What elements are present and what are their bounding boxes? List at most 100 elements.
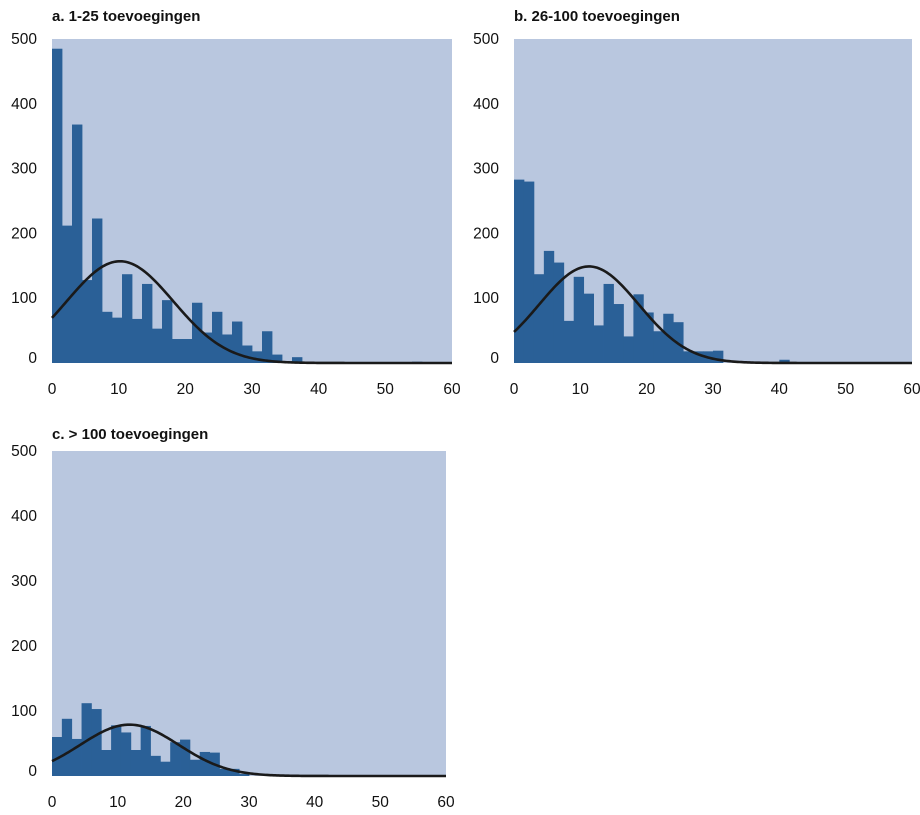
histogram-bar xyxy=(111,725,122,776)
y-tick-label: 0 xyxy=(28,350,37,367)
histogram-bar xyxy=(633,294,644,363)
histogram-bar xyxy=(252,351,263,363)
y-tick-label: 100 xyxy=(473,290,499,307)
x-tick-label: 30 xyxy=(240,794,258,811)
histogram-bar xyxy=(132,318,143,363)
y-tick-label: 500 xyxy=(11,443,37,460)
x-tick-label: 20 xyxy=(638,381,656,398)
histogram-bar xyxy=(180,739,191,776)
histogram-bar xyxy=(643,312,654,363)
x-tick-label: 0 xyxy=(510,381,519,398)
y-tick-label: 500 xyxy=(473,31,499,48)
y-tick-label: 0 xyxy=(28,763,37,780)
histogram-bar xyxy=(212,311,223,363)
histogram-bar xyxy=(162,300,173,363)
x-tick-label: 50 xyxy=(377,381,395,398)
histogram-bar xyxy=(61,718,73,776)
normal-curve-line xyxy=(513,265,912,365)
histogram-bar xyxy=(142,283,153,363)
chart-panel-b: b. 26-100 toevoegingen 0 100 200 300 400 500 0 1… xyxy=(473,8,920,398)
histogram-bar xyxy=(713,350,724,363)
x-tick-label: 40 xyxy=(771,381,789,398)
histogram-bar xyxy=(112,317,123,363)
histogram-bar xyxy=(160,761,171,776)
chart-panel-c: c. > 100 toevoegingen 0 100 200 300 400 500 0 10… xyxy=(11,426,455,811)
x-tick-label: 60 xyxy=(443,381,461,398)
histogram-bar xyxy=(543,250,555,363)
histogram-bar xyxy=(130,750,142,776)
y-tick-label: 200 xyxy=(473,225,499,242)
x-tick-label: 60 xyxy=(903,381,920,398)
x-tick-label: 50 xyxy=(372,794,390,811)
x-tick-label: 0 xyxy=(48,794,57,811)
x-tick-label: 60 xyxy=(437,794,455,811)
y-tick-label: 500 xyxy=(11,31,37,48)
plot-area xyxy=(52,451,446,776)
histogram-bar xyxy=(62,225,73,363)
x-tick-label: 10 xyxy=(110,381,128,398)
y-tick-label: 300 xyxy=(11,573,37,590)
histogram-bar xyxy=(91,709,102,776)
histogram-bar xyxy=(693,351,704,363)
y-tick-label: 200 xyxy=(11,225,37,242)
histogram-bar xyxy=(192,302,203,363)
x-tick-label: 40 xyxy=(306,794,324,811)
histogram-bar xyxy=(533,274,545,363)
y-tick-label: 0 xyxy=(490,350,499,367)
histogram-bar xyxy=(603,283,614,363)
histogram-bar xyxy=(229,768,240,776)
histogram-bar xyxy=(663,313,674,363)
histogram-bar xyxy=(272,354,283,363)
histogram-bar xyxy=(120,732,132,776)
plot-area xyxy=(52,39,452,363)
histogram-bar xyxy=(52,737,63,776)
histogram-bar xyxy=(553,262,565,363)
chart-title: c. > 100 toevoegingen xyxy=(52,426,208,443)
histogram-bar xyxy=(242,345,253,363)
histogram-bar xyxy=(182,339,193,363)
x-tick-label: 40 xyxy=(310,381,328,398)
histogram-bar xyxy=(72,124,83,363)
histogram-bar xyxy=(102,311,113,363)
histogram-bar xyxy=(779,359,790,363)
y-tick-label: 400 xyxy=(11,508,37,525)
y-tick-label: 300 xyxy=(11,161,37,178)
histogram-bar xyxy=(172,339,183,363)
histogram-bar xyxy=(683,351,694,363)
x-tick-label: 30 xyxy=(704,381,722,398)
x-tick-label: 0 xyxy=(48,381,57,398)
histogram-bar xyxy=(189,759,201,776)
x-tick-label: 50 xyxy=(837,381,855,398)
histogram-bar xyxy=(92,218,103,363)
histogram-bar xyxy=(202,332,213,363)
histogram-bar xyxy=(653,331,664,363)
histogram-bar xyxy=(573,276,585,363)
histogram-bar xyxy=(52,48,63,363)
y-tick-label: 400 xyxy=(11,96,37,113)
chart-title: b. 26-100 toevoegingen xyxy=(514,8,680,25)
histogram-bar xyxy=(623,336,634,363)
histogram-bar xyxy=(563,320,575,363)
histogram-bar xyxy=(199,751,210,776)
histogram-bar xyxy=(152,328,163,363)
histogram-bar xyxy=(71,738,82,776)
histogram-bar xyxy=(239,774,250,776)
histogram-bar xyxy=(292,357,303,363)
histogram-bar xyxy=(101,750,112,776)
histogram-bar xyxy=(82,280,93,363)
x-tick-label: 10 xyxy=(572,381,590,398)
y-tick-label: 100 xyxy=(11,703,37,720)
histogram-bar xyxy=(514,179,525,363)
histogram-bar xyxy=(232,321,243,363)
chart-panel-a: a. 1-25 toevoegingen 0 100 200 300 400 500 0 10 2… xyxy=(11,8,461,398)
x-tick-label: 10 xyxy=(109,794,127,811)
y-tick-label: 100 xyxy=(11,290,37,307)
y-tick-label: 400 xyxy=(473,96,499,113)
x-tick-label: 20 xyxy=(177,381,195,398)
histogram-bar xyxy=(219,768,230,776)
histogram-bar xyxy=(150,755,161,776)
x-tick-label: 30 xyxy=(243,381,261,398)
y-tick-label: 200 xyxy=(11,638,37,655)
histogram-bar xyxy=(122,274,133,363)
